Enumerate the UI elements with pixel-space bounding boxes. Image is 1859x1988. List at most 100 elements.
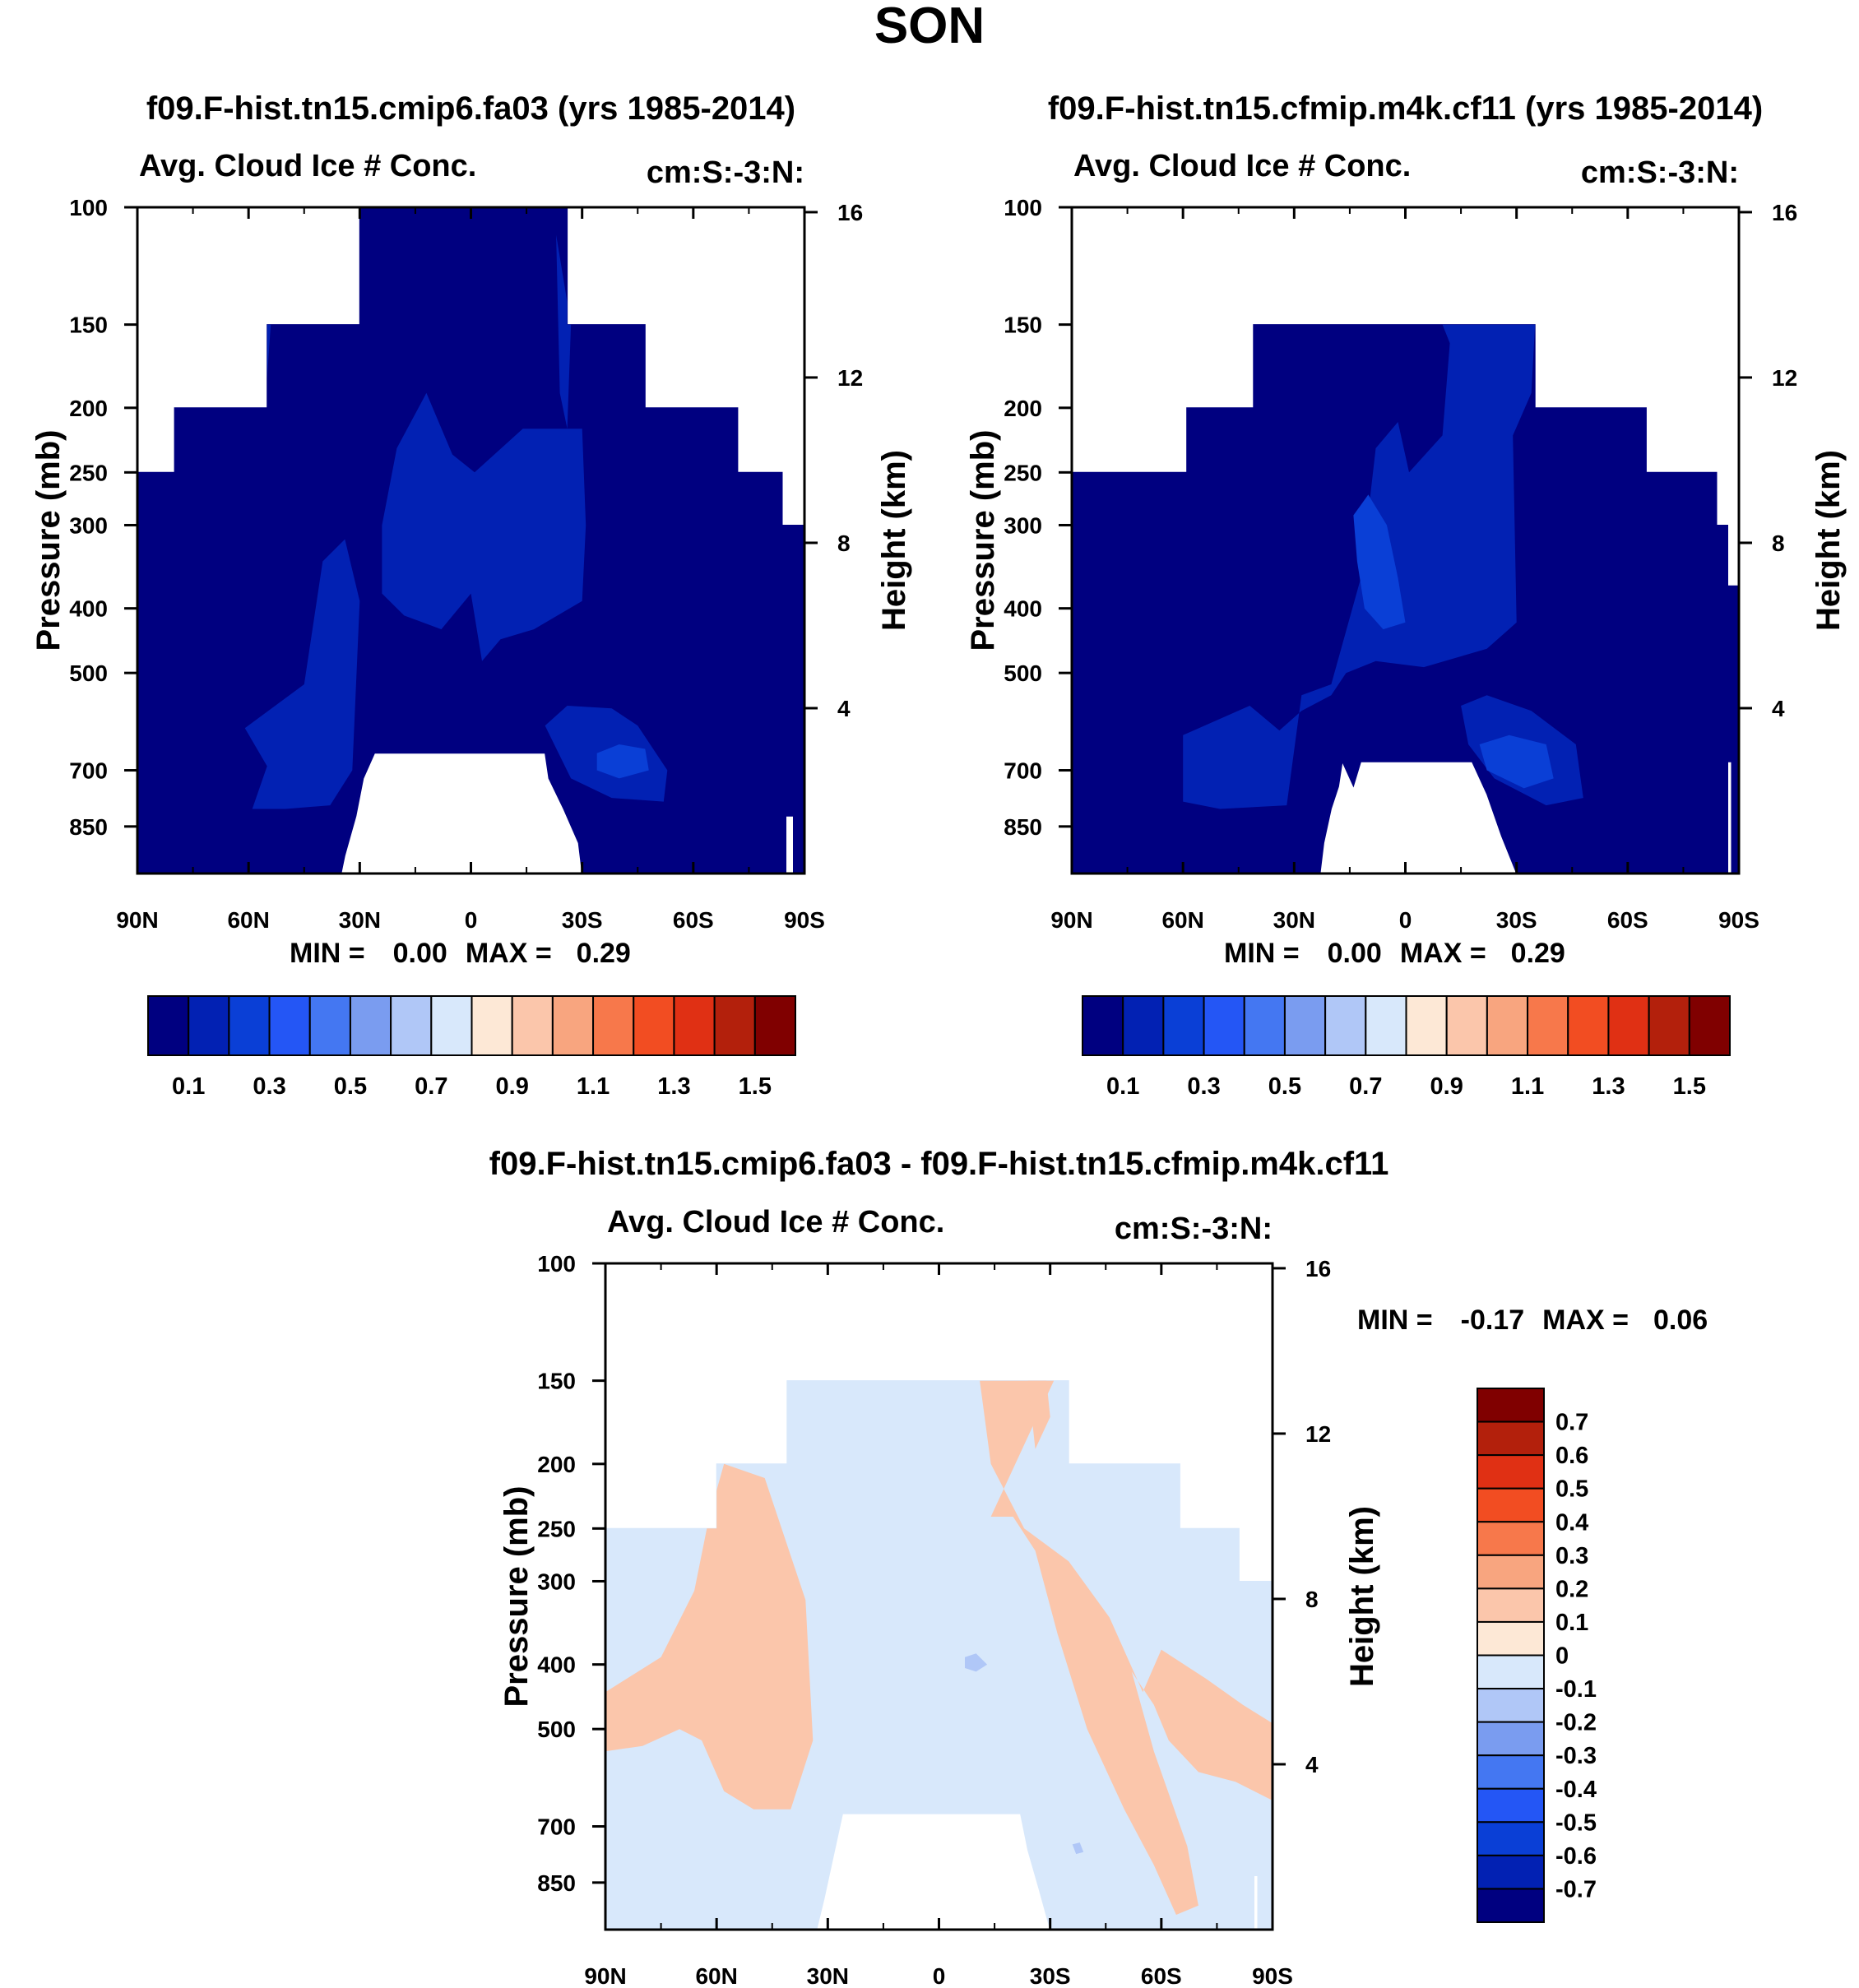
contour-fill [1353,494,1406,630]
colorbar-swatch [1324,995,1367,1056]
colorbar-swatch [1477,1787,1545,1823]
colorbar-swatch [1477,1388,1545,1423]
stat-max-value: 0.29 [1511,938,1565,969]
y-tick-label: 700 [69,758,108,784]
y-tick-label: 500 [537,1717,576,1742]
min-max-stats: MIN = 0.00 MAX = 0.29 [1224,938,1565,969]
colorbar-swatch [1477,1821,1545,1856]
x-tick-label: 30S [562,907,603,933]
y-tick-label: 850 [537,1870,576,1896]
min-max-stats: MIN = 0.00 MAX = 0.29 [290,938,631,969]
colorbar-swatch [430,995,473,1056]
colorbar-swatch [308,995,351,1056]
colorbar-swatch [1162,995,1205,1056]
y-tick-label: 150 [537,1369,576,1394]
colorbar-label: -0.5 [1555,1810,1597,1836]
colorbar-label: 0.2 [1555,1576,1588,1602]
colorbar-swatch [1243,995,1286,1056]
panel-title: f09.F-hist.tn15.cmip6.fa03 (yrs 1985-201… [146,90,795,127]
colorbar-swatch [1648,995,1690,1056]
colorbar-swatch [1477,1521,1545,1556]
y-tick-label: 400 [1004,596,1042,622]
stat-min-label: MIN = [1224,938,1300,969]
right-label: cm:S:-3:N: [1115,1212,1273,1246]
y-tick-label: 100 [69,195,108,220]
colorbar-swatch [1477,1454,1545,1490]
x-tick-label: 90S [784,907,825,933]
x-tick-label: 0 [1399,907,1412,933]
y2-tick-label: 8 [837,531,851,556]
colorbar-swatch [1477,1854,1545,1890]
y2-tick-label: 4 [837,696,851,721]
panel-title: f09.F-hist.tn15.cfmip.m4k.cf11 (yrs 1985… [1048,90,1763,127]
stat-max-value: 0.06 [1653,1304,1708,1336]
colorbar-label: 0 [1555,1643,1569,1670]
colorbar-label: 0.1 [172,1073,205,1100]
left-label: Avg. Cloud Ice # Conc. [1073,149,1411,183]
x-tick-label: 90N [1050,907,1092,933]
y2-tick-label: 8 [1772,531,1785,556]
contour-fill [980,1380,1273,1915]
min-max-stats: MIN = -0.17 MAX = 0.06 [1357,1304,1708,1336]
stat-max-label: MAX = [466,938,552,969]
y2-axis-title: Height (km) [876,450,912,631]
colorbar-label: 0.1 [1555,1610,1588,1636]
contour-fills [1183,324,1583,809]
colorbar-swatch [1477,1554,1545,1590]
colorbar-swatch [1477,1587,1545,1623]
colorbar-swatch [1365,995,1407,1056]
colorbar-label: 0.1 [1106,1073,1139,1100]
contour-fill [1183,324,1536,809]
y-tick-label: 700 [1004,758,1042,784]
colorbar-swatch [1477,1754,1545,1790]
colorbar-swatch [633,995,675,1056]
colorbar-label: 0.7 [415,1073,447,1100]
colorbar-swatch [188,995,230,1056]
contour-fill [965,1653,988,1672]
contour-fill [1027,1380,1050,1449]
colorbar-label: 1.1 [1511,1073,1544,1100]
y2-tick-label: 12 [837,365,863,391]
stat-min-value: -0.17 [1461,1304,1525,1336]
y2-tick-label: 4 [1305,1752,1319,1777]
y2-axis-title: Height (km) [1344,1506,1380,1687]
stat-max-label: MAX = [1400,938,1486,969]
colorbar-label: 0.3 [253,1073,285,1100]
contour-fill [244,539,360,809]
colorbar-label: 1.3 [1592,1073,1625,1100]
colorbar-swatch [1486,995,1529,1056]
contour-fill [605,1463,814,1810]
y-tick-label: 500 [1004,660,1042,686]
stat-min-label: MIN = [290,938,365,969]
colorbar-swatch [1567,995,1610,1056]
colorbar-swatch [1405,995,1448,1056]
x-tick-label: 60S [1607,907,1648,933]
y-tick-label: 250 [69,460,108,485]
colorbar-label: 0.5 [1555,1476,1588,1503]
colorbar-label: 0.6 [1555,1443,1588,1469]
colorbar-label: 1.5 [739,1073,772,1100]
x-tick-label: 30S [1030,1963,1071,1988]
y-axis-title: Pressure (mb) [498,1486,535,1708]
x-tick-label: 60N [1161,907,1203,933]
y-axis-title: Pressure (mb) [30,430,67,651]
contour-fills [605,1380,1273,1915]
right-label: cm:S:-3:N: [1581,155,1739,190]
y2-tick-label: 16 [1772,200,1797,225]
y-tick-label: 100 [537,1251,576,1277]
panel-title: f09.F-hist.tn15.cmip6.fa03 - f09.F-hist.… [489,1146,1389,1182]
y-tick-label: 250 [1004,460,1042,485]
y-tick-label: 250 [537,1516,576,1541]
x-tick-label: 60S [1141,1963,1182,1988]
panel-diff: f09.F-hist.tn15.cmip6.fa03 - f09.F-hist.… [489,1146,1708,1988]
y-tick-label: 200 [69,396,108,421]
stat-min-value: 0.00 [393,938,447,969]
colorbar-swatch [1203,995,1245,1056]
colorbar-swatch [713,995,756,1056]
y-tick-label: 200 [1004,396,1042,421]
colorbar-label: -0.4 [1555,1777,1597,1803]
x-tick-label: 30N [1273,907,1315,933]
contour-fill [596,744,649,779]
y2-tick-label: 16 [1305,1256,1331,1281]
